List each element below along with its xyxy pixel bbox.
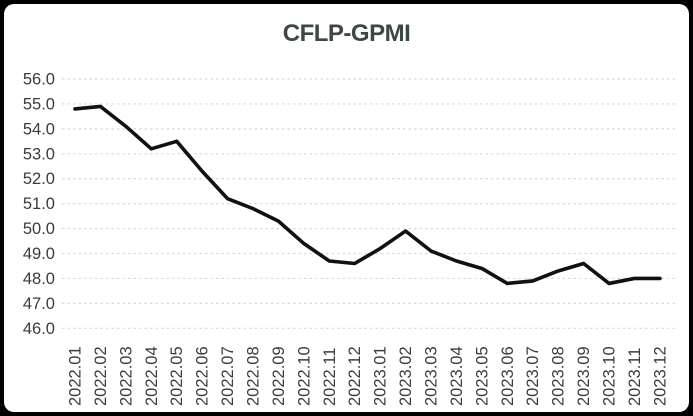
y-axis-tick-label: 56.0 bbox=[23, 71, 55, 89]
x-axis-tick-label: 2022.02 bbox=[92, 346, 110, 406]
x-axis-tick-label: 2022.03 bbox=[117, 346, 135, 406]
chart-panel: CFLP-GPMI 56.0 55.0 54.0 53.0 52.0 51.0 50.0 49… bbox=[4, 4, 689, 412]
x-axis-tick-label: 2023.01 bbox=[372, 346, 390, 406]
y-axis-tick-label: 47.0 bbox=[23, 295, 55, 313]
x-axis-tick-label: 2022.05 bbox=[168, 346, 186, 406]
series-line bbox=[73, 104, 662, 286]
y-axis-tick-label: 55.0 bbox=[23, 95, 55, 113]
x-axis-tick-label: 2022.07 bbox=[219, 346, 237, 406]
x-axis-tick-label: 2022.01 bbox=[67, 346, 85, 406]
x-axis-tick-label: 2023.12 bbox=[651, 346, 669, 406]
x-axis-tick-label: 2022.04 bbox=[143, 346, 161, 406]
x-axis-tick-label: 2022.09 bbox=[270, 346, 288, 406]
x-axis-tick-label: 2023.09 bbox=[575, 346, 593, 406]
x-axis-tick-label: 2022.08 bbox=[245, 346, 263, 406]
x-axis-tick-label: 2022.12 bbox=[346, 346, 364, 406]
line-chart: 56.0 55.0 54.0 53.0 52.0 51.0 50.0 49.0 48.0 47.0… bbox=[23, 71, 676, 406]
x-axis-tick-label: 2023.04 bbox=[448, 346, 466, 406]
x-axis-tick-label: 2023.03 bbox=[423, 346, 441, 406]
x-axis-tick-label: 2022.11 bbox=[321, 348, 339, 406]
x-axis-tick-label: 2023.10 bbox=[601, 346, 619, 406]
x-axis-tick-label: 2023.11 bbox=[626, 348, 644, 406]
x-axis-tick-label: 2023.08 bbox=[550, 346, 568, 406]
y-axis-tick-label: 49.0 bbox=[23, 245, 55, 263]
x-axis-tick-label: 2022.10 bbox=[295, 346, 313, 406]
x-axis-tick-label: 2022.06 bbox=[194, 346, 212, 406]
y-axis-tick-label: 46.0 bbox=[23, 320, 55, 338]
x-axis-tick-label: 2023.02 bbox=[397, 346, 415, 406]
y-axis-tick-label: 53.0 bbox=[23, 145, 55, 163]
x-axis-tick-label: 2023.05 bbox=[473, 346, 491, 406]
y-axis-tick-label: 48.0 bbox=[23, 270, 55, 288]
y-axis-tick-label: 50.0 bbox=[23, 220, 55, 238]
y-axis-tick-label: 54.0 bbox=[23, 120, 55, 138]
x-axis-tick-label: 2023.07 bbox=[524, 346, 542, 406]
x-axis-tick-label: 2023.06 bbox=[499, 346, 517, 406]
chart-title: CFLP-GPMI bbox=[282, 20, 411, 47]
y-axis-tick-label: 51.0 bbox=[23, 195, 55, 213]
y-axis-tick-label: 52.0 bbox=[23, 170, 55, 188]
